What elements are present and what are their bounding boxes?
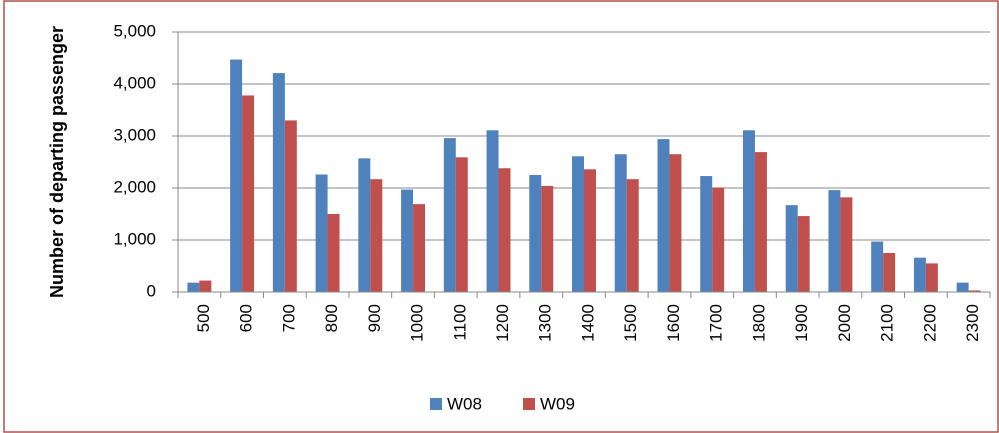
- x-tick-label: 500: [194, 304, 213, 332]
- bar: [883, 253, 896, 292]
- bar: [785, 205, 798, 292]
- bar: [541, 185, 554, 292]
- bar: [327, 214, 340, 292]
- bar: [871, 241, 884, 292]
- x-tick-label: 1200: [493, 304, 512, 342]
- bar: [284, 120, 297, 293]
- x-tick-label: 2300: [963, 304, 982, 342]
- bar: [187, 282, 200, 292]
- legend-label: W08: [447, 394, 482, 413]
- bar: [413, 204, 426, 292]
- x-tick-label: 1800: [749, 304, 768, 342]
- x-tick-label: 600: [237, 304, 256, 332]
- legend-label: W09: [540, 394, 575, 413]
- bar: [529, 175, 542, 292]
- bar: [498, 168, 511, 292]
- legend-swatch: [523, 398, 535, 410]
- bar: [968, 290, 981, 292]
- x-tick-label: 900: [365, 304, 384, 332]
- y-tick-label: 3,000: [113, 125, 156, 144]
- x-tick-label: 1500: [621, 304, 640, 342]
- bar: [272, 73, 285, 292]
- bar: [828, 190, 841, 292]
- y-axis-label: Number of departing passenger: [47, 26, 67, 298]
- bar: [700, 176, 713, 292]
- x-tick-label: 1700: [707, 304, 726, 342]
- bar: [626, 179, 639, 292]
- bar: [572, 156, 584, 292]
- bar: [956, 282, 969, 292]
- bar: [443, 138, 456, 292]
- bar: [657, 139, 670, 292]
- bar: [614, 154, 627, 292]
- x-tick-label: 2000: [835, 304, 854, 342]
- y-tick-label: 5,000: [113, 21, 156, 40]
- bar: [925, 263, 938, 292]
- bar: [669, 154, 682, 292]
- x-tick-label: 800: [322, 304, 341, 332]
- bar: [401, 189, 414, 292]
- bar: [199, 280, 212, 292]
- bar: [754, 152, 767, 292]
- x-tick-label: 1000: [408, 304, 427, 342]
- bar: [242, 95, 255, 292]
- x-tick-label: 2100: [878, 304, 897, 342]
- x-tick-label: 1600: [664, 304, 683, 342]
- bar: [455, 157, 468, 292]
- bar: [370, 179, 383, 292]
- bar: [486, 130, 499, 292]
- bar: [742, 130, 755, 292]
- bar: [840, 197, 853, 292]
- bar: [358, 158, 371, 292]
- legend-swatch: [430, 398, 442, 410]
- y-tick-label: 1,000: [113, 229, 156, 248]
- frame: [3, 0, 999, 433]
- bar: [315, 174, 328, 292]
- bar: [230, 59, 243, 293]
- y-tick-label: 0: [147, 281, 156, 300]
- bar: [913, 257, 926, 292]
- x-tick-label: 1100: [450, 304, 469, 341]
- x-tick-label: 1400: [578, 304, 597, 342]
- x-tick-label: 700: [279, 304, 298, 332]
- x-tick-label: 1300: [536, 304, 555, 342]
- x-tick-label: 2200: [920, 304, 939, 342]
- x-tick-label: 1900: [792, 304, 811, 342]
- bar: [797, 216, 810, 292]
- bar: [712, 187, 725, 292]
- y-tick-label: 4,000: [113, 73, 156, 92]
- y-tick-label: 2,000: [113, 177, 156, 196]
- bar: [584, 169, 596, 292]
